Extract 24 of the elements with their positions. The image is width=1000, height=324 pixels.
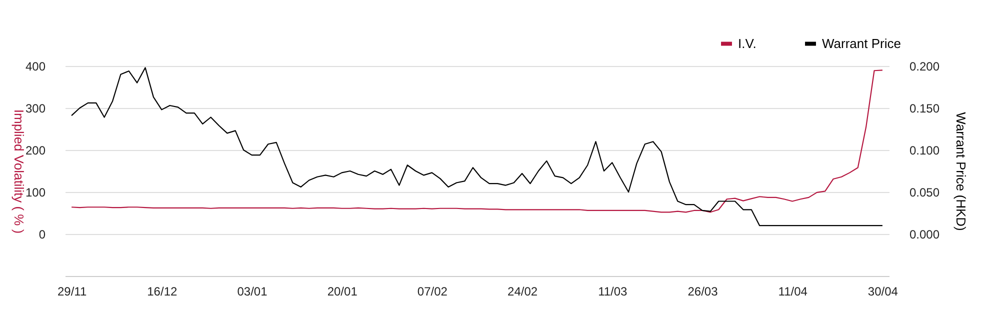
x-tick-label: 24/02	[508, 284, 538, 298]
x-tick-label: 03/01	[237, 284, 268, 298]
x-tick-label: 11/04	[778, 284, 808, 298]
y2-tick-label: 0.150	[910, 102, 940, 116]
y-tick-label: 400	[25, 60, 46, 74]
y-tick-label: 300	[25, 102, 46, 116]
legend-label: Warrant Price	[822, 36, 901, 51]
y-tick-label: 100	[25, 186, 46, 200]
x-tick-label: 07/02	[417, 284, 448, 298]
x-tick-label: 30/04	[868, 284, 898, 298]
legend-label: I.V.	[738, 36, 756, 51]
y-tick-label: 200	[25, 144, 46, 158]
x-tick-label: 26/03	[688, 284, 718, 298]
y2-tick-label: 0.050	[910, 186, 940, 200]
x-tick-label: 11/03	[598, 284, 628, 298]
y2-tick-label: 0.100	[910, 144, 940, 158]
y-tick-label: 0	[38, 228, 46, 242]
y2-tick-label: 0.200	[910, 60, 940, 74]
x-tick-label: 20/01	[327, 284, 358, 298]
x-tick-label: 16/12	[147, 284, 178, 298]
y2-axis-title: Warrant Price (HKD)	[954, 112, 969, 231]
y-axis-title: Implied Volatility ( % )	[11, 109, 26, 234]
y2-tick-label: 0.000	[910, 228, 940, 242]
x-tick-label: 29/11	[57, 284, 87, 298]
